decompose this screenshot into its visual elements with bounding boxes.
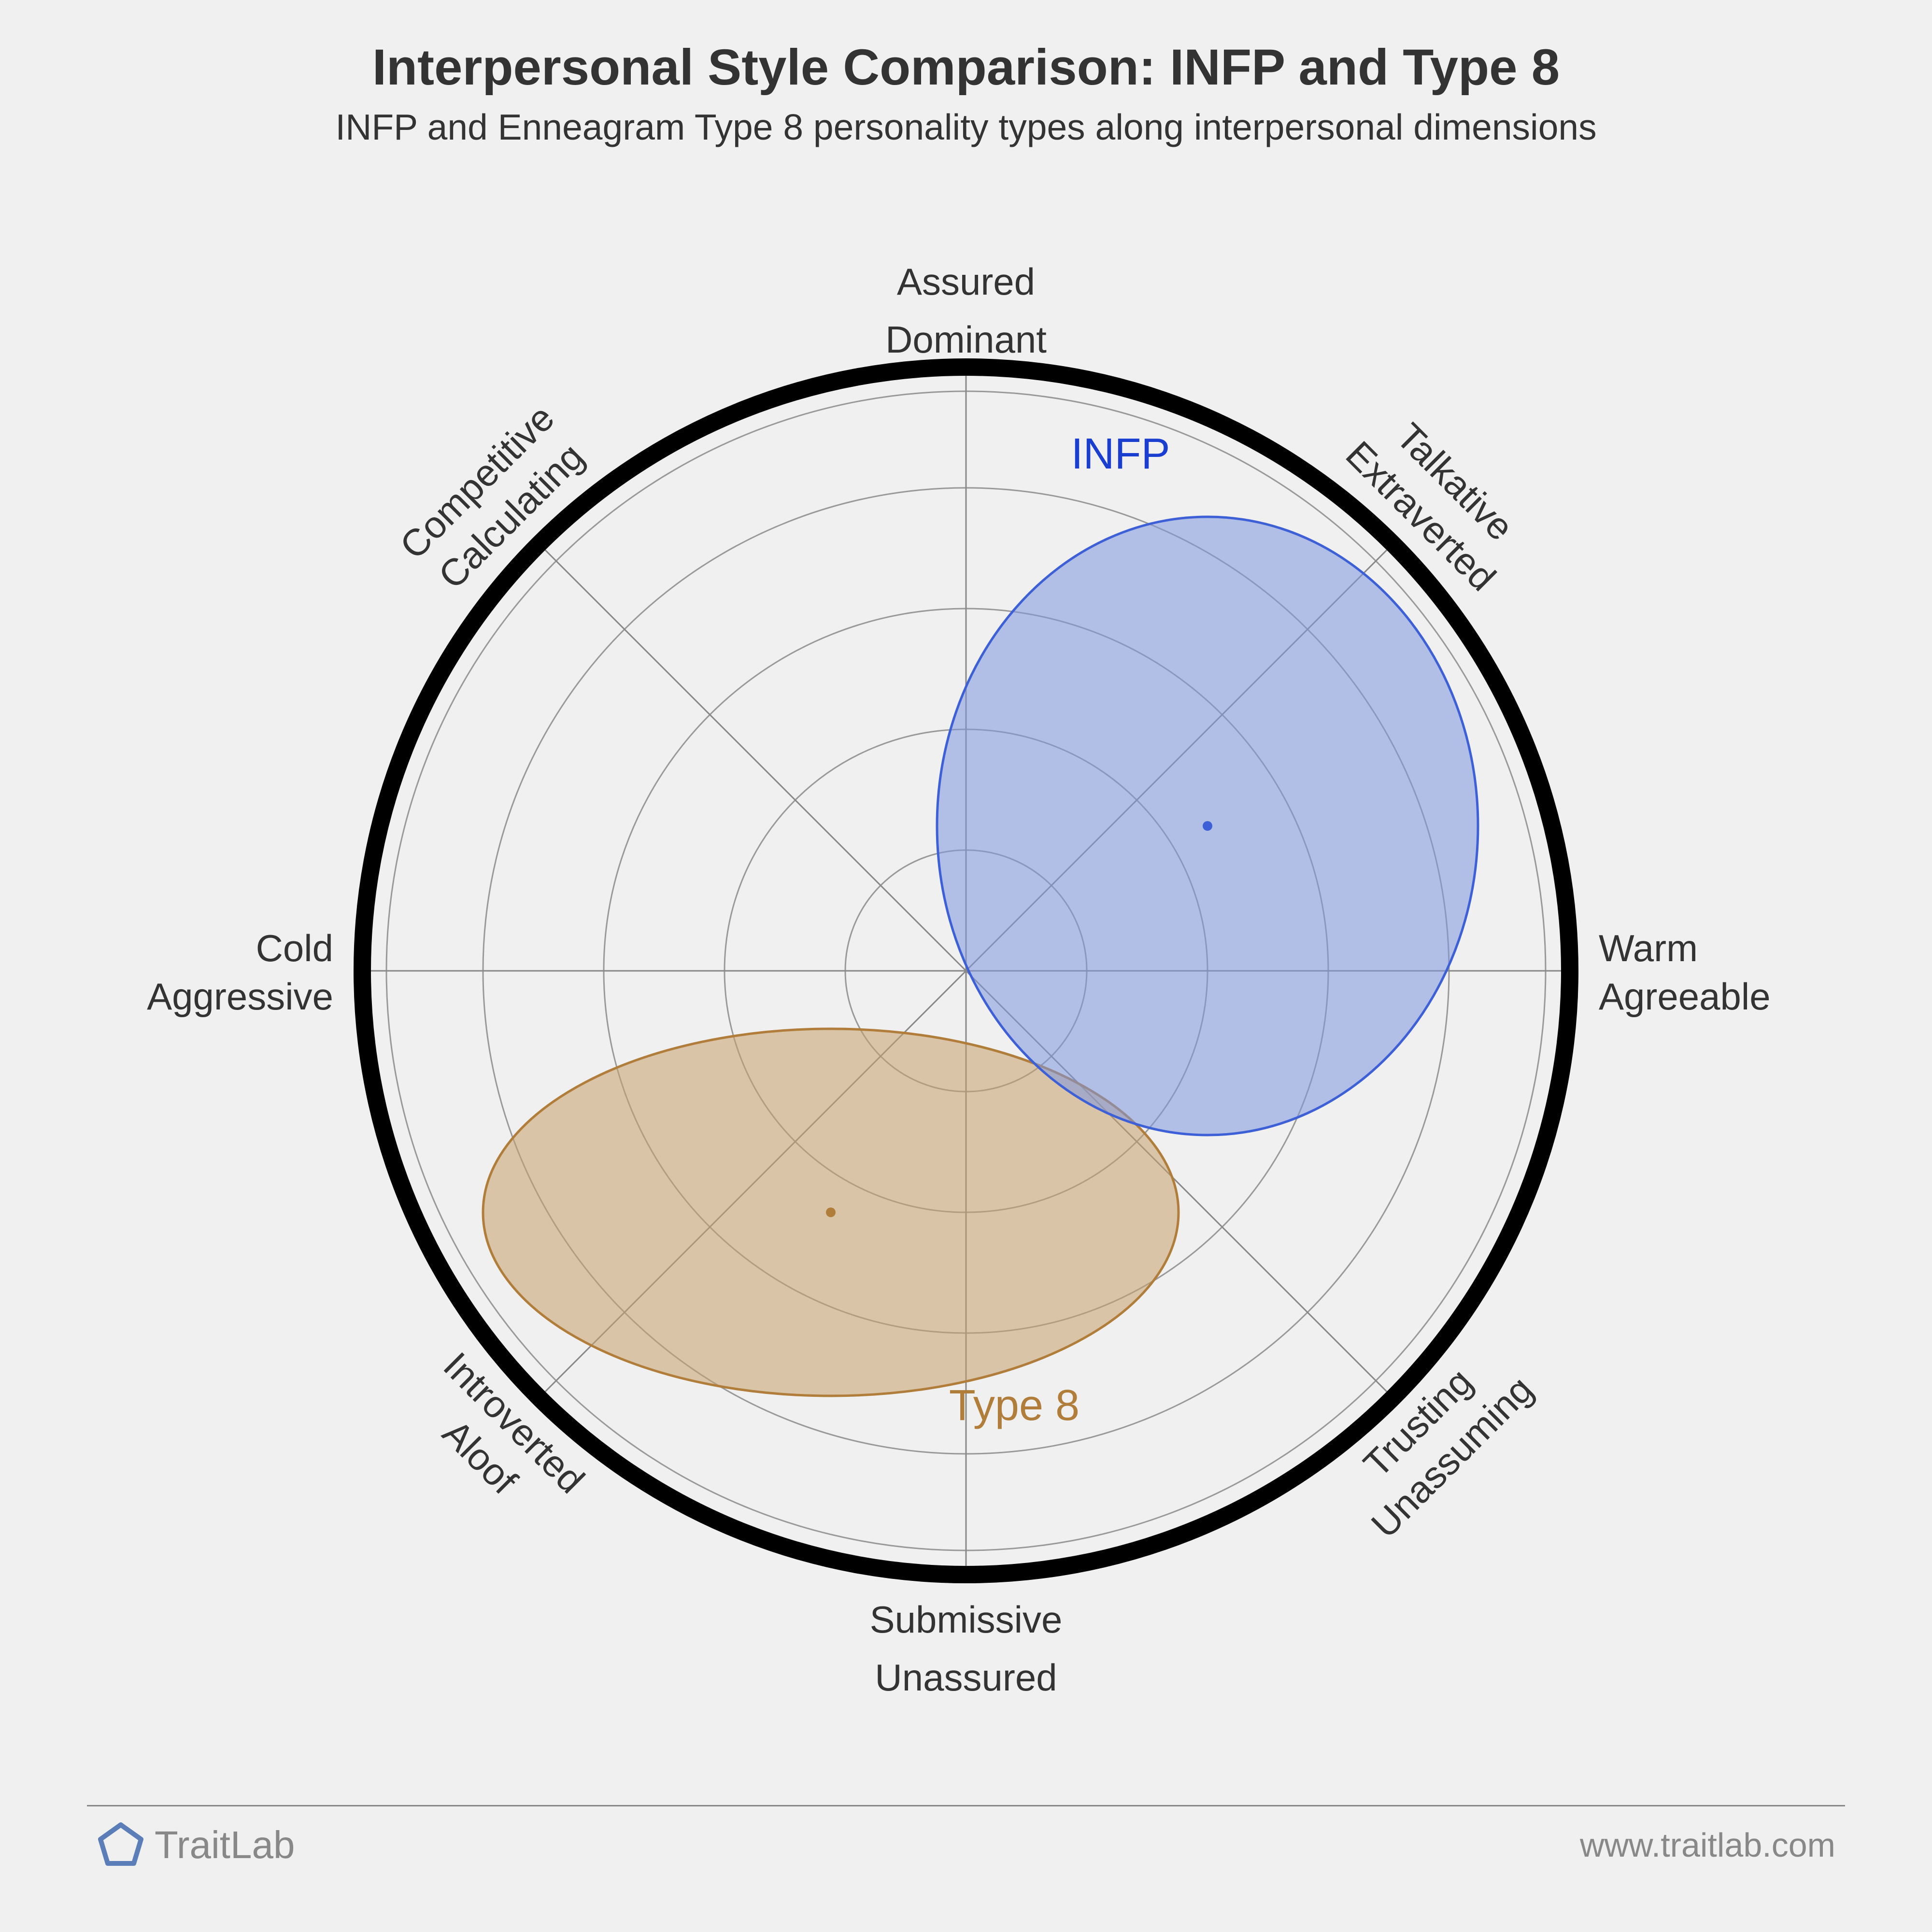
chart-title: Interpersonal Style Comparison: INFP and… — [0, 39, 1932, 97]
footer-url: www.traitlab.com — [1580, 1826, 1835, 1864]
axis-label: Unassured — [875, 1656, 1057, 1699]
logo-icon — [97, 1821, 145, 1869]
circumplex-chart: Type 8INFPAssuredDominantTalkativeExtrav… — [145, 184, 1787, 1729]
ellipse-label: INFP — [1071, 430, 1170, 478]
axis-label: Warm — [1599, 927, 1698, 969]
axis-label: Aggressive — [147, 975, 333, 1018]
axis-label: Dominant — [885, 318, 1047, 361]
ellipse-center-dot — [826, 1208, 836, 1217]
axis-label: Submissive — [870, 1598, 1063, 1641]
chart-subtitle: INFP and Enneagram Type 8 personality ty… — [0, 106, 1932, 148]
footer-brand: TraitLab — [97, 1821, 295, 1869]
ellipse-center-dot — [1203, 821, 1212, 831]
footer-divider — [87, 1805, 1845, 1806]
axis-spoke — [545, 550, 966, 971]
axis-label: Assured — [897, 260, 1035, 303]
chart-container: Interpersonal Style Comparison: INFP and… — [0, 0, 1932, 1932]
brand-name: TraitLab — [155, 1823, 295, 1867]
ellipse-label: Type 8 — [949, 1381, 1080, 1430]
axis-label: Cold — [256, 927, 333, 969]
axis-label: Agreeable — [1599, 975, 1771, 1018]
